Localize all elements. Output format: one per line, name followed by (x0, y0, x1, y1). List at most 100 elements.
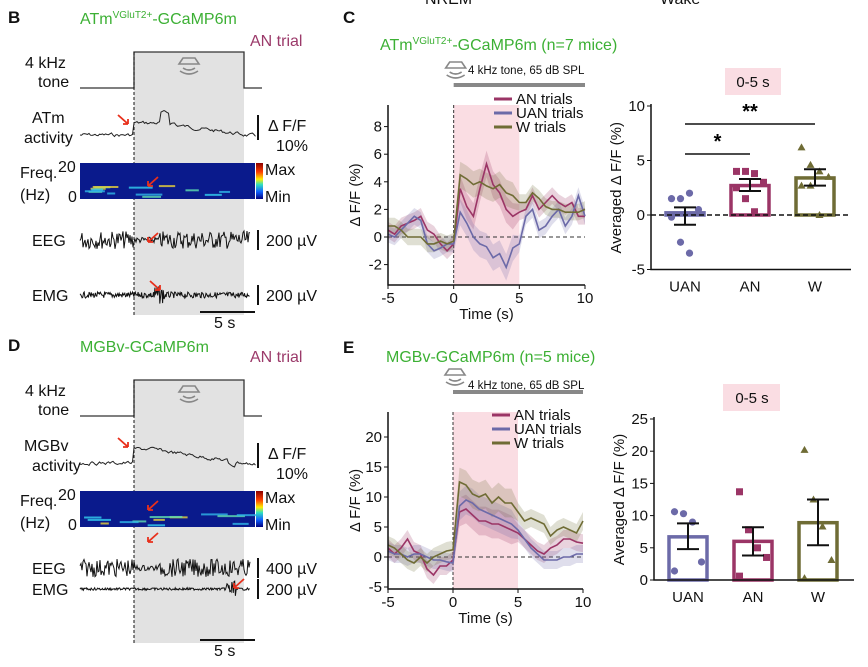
spectrogram-band (119, 521, 139, 524)
legend-label: AN trials (516, 91, 573, 108)
red-arrow-icon (147, 176, 159, 187)
panel-letter: D (8, 336, 20, 355)
eeg-scale-label: 200 µV (266, 233, 317, 250)
tone-text: 4 kHz tone, 65 dB SPL (468, 380, 585, 392)
spectrogram-band (128, 186, 153, 189)
spectrogram-band (217, 515, 245, 518)
spectrogram (80, 163, 255, 199)
spectrogram-band (153, 518, 165, 521)
spectrogram (80, 491, 255, 527)
data-point (736, 488, 743, 496)
spectrogram-band (132, 520, 147, 523)
red-arrow-icon (149, 280, 161, 291)
recording-schematic-B: 4 kHz tone ATm activity Δ F/F 10% Max Min Freq. (… (20, 51, 317, 332)
data-point (733, 167, 740, 175)
colorbar-max: Max (265, 162, 295, 179)
red-arrow-icon (147, 232, 159, 243)
tone-label: tone (38, 402, 69, 419)
time-scale-label: 5 s (214, 315, 235, 332)
spectrogram-band (91, 188, 104, 191)
emg-scale-label: 200 µV (266, 582, 317, 599)
spectrogram-band (92, 185, 119, 188)
error-bar (807, 498, 829, 547)
spectrogram-band (204, 193, 222, 196)
spectrogram-band (84, 190, 105, 193)
speaker-body (177, 385, 201, 393)
tone-label: 4 kHz (25, 383, 66, 400)
eeg-trace (79, 557, 251, 578)
error-bar (677, 522, 699, 551)
y-tick-label: 10 (365, 489, 382, 506)
tone-label: 4 kHz (25, 55, 66, 72)
red-arrow-icon (233, 578, 245, 589)
legend-label: UAN trials (516, 105, 584, 122)
sound-waves (446, 71, 466, 79)
category-label: AN (740, 279, 761, 296)
series-line-UAN (387, 499, 583, 564)
emg-scale-label: 200 µV (266, 288, 317, 305)
x-tick-label: -5 (381, 594, 394, 611)
y-axis-label: Averaged Δ F/F (%) (611, 434, 628, 565)
series-line-AN (387, 161, 585, 252)
trial-label: AN trial (250, 33, 302, 50)
sem-band-UAN (388, 187, 585, 281)
dff-scale-label: 10% (276, 138, 308, 155)
y-tick-label: 2 (374, 201, 382, 218)
y-tick-label: -5 (369, 579, 382, 596)
panel-d: D MGBv-GCaMP6m AN trial (8, 336, 302, 366)
y-tick-label: 0 (637, 207, 645, 224)
activity-label: activity (32, 458, 81, 475)
x-tick-label: 10 (575, 594, 592, 611)
x-tick-label: 5 (515, 290, 523, 307)
spectrogram-band (84, 516, 102, 519)
sem-band-AN (388, 150, 585, 260)
legend-label: UAN trials (514, 421, 582, 438)
series-line-UAN (387, 192, 586, 270)
freq-label: Freq. (20, 165, 57, 182)
data-point (818, 522, 827, 530)
y-tick-label: 0 (640, 572, 648, 589)
error-bar (739, 178, 761, 193)
freq-label: (Hz) (20, 187, 50, 204)
spectrogram-band (232, 522, 249, 525)
tone-trace (80, 379, 262, 417)
freq-label: Freq. (20, 493, 57, 510)
y-axis-label: Δ F/F (%) (347, 469, 364, 532)
data-point (736, 572, 743, 580)
colorbar-min: Min (265, 517, 291, 534)
x-axis-label: Time (s) (459, 306, 513, 323)
activity-label: activity (24, 130, 73, 147)
data-point (797, 181, 806, 189)
panel-title: ATmVGluT2+-GCaMP6m (80, 10, 237, 28)
y-tick-label: 20 (631, 443, 648, 460)
tone-label: tone (38, 74, 69, 91)
freq-tick: 20 (58, 487, 76, 504)
panel-letter: B (8, 8, 20, 27)
trial-label: AN trial (250, 349, 302, 366)
emg-label: EMG (32, 582, 68, 599)
y-tick-label: 6 (374, 146, 382, 163)
sound-waves (445, 378, 465, 386)
data-point (733, 184, 740, 192)
data-point (679, 510, 688, 518)
y-tick-label: 10 (631, 508, 648, 525)
y-tick-label: 5 (637, 153, 645, 170)
red-arrow-icon (117, 437, 129, 448)
data-point (806, 160, 815, 168)
x-tick-label: 0 (449, 594, 457, 611)
panel-title: MGBv-GCaMP6m (80, 339, 209, 356)
data-point (688, 518, 697, 526)
red-arrow-icon (147, 500, 159, 511)
freq-label: (Hz) (20, 515, 50, 532)
cropped-label-wake: Wake (660, 0, 700, 8)
speaker-icon (443, 368, 467, 386)
activity-trace (79, 446, 256, 468)
speaker-icon (444, 61, 468, 79)
data-point (694, 205, 703, 214)
window-badge (723, 384, 780, 411)
freq-tick: 0 (68, 517, 77, 534)
data-point (685, 249, 694, 257)
panel-letter-e: E (343, 338, 354, 357)
